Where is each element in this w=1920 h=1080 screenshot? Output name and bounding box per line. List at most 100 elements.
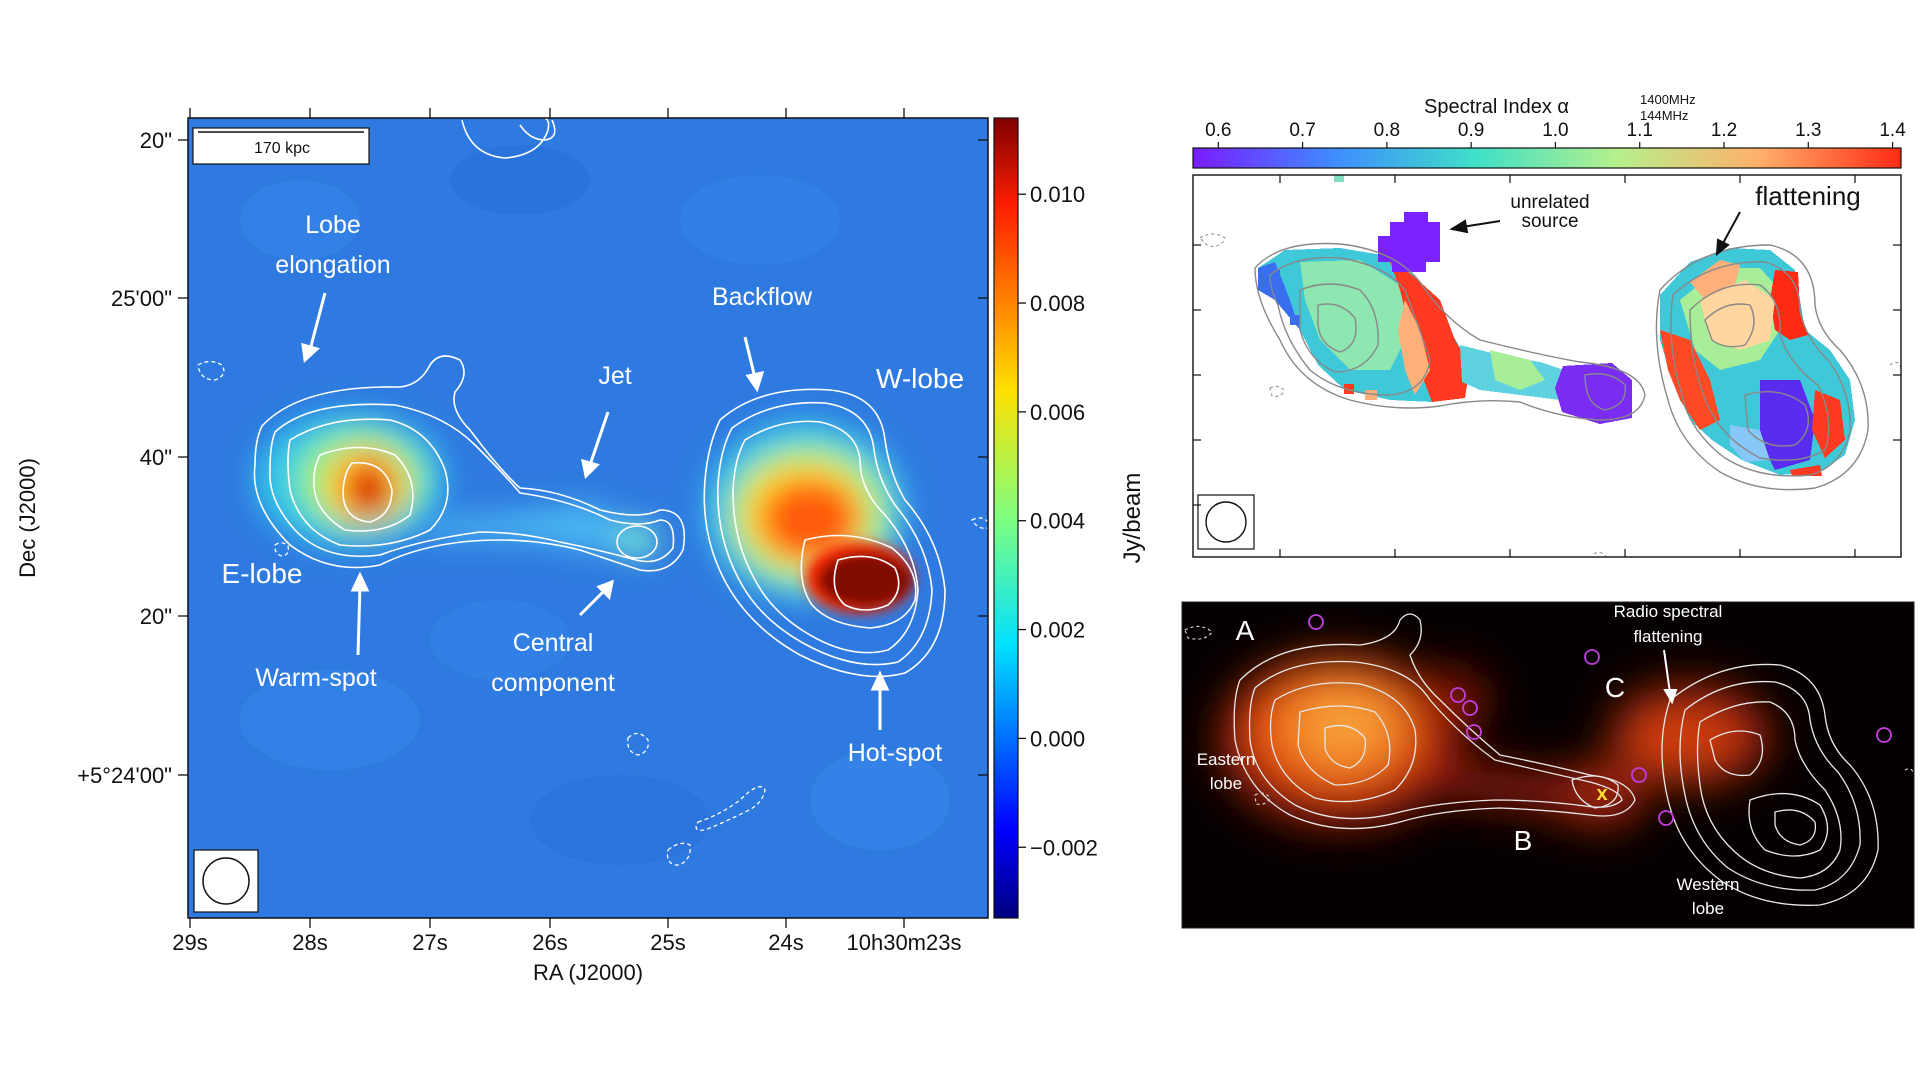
annot-unrelated-source-l1: unrelated [1510,192,1589,213]
spectral-colorbar-ticks: 0.6 0.7 0.8 0.9 1.0 1.1 1.2 1.3 1.4 [1205,120,1906,148]
intensity-colorbar-tick-label: 0.002 [1030,618,1085,643]
spectral-colorbar-tick-label: 1.2 [1711,120,1737,141]
noise-texture [240,145,950,865]
spectral-colorbar-tick-label: 1.0 [1542,120,1568,141]
intensity-colorbar-tick-label: 0.000 [1030,726,1085,751]
annot-unrelated-source-l2: source [1521,211,1578,232]
annot-western-lobe: Western lobe [1677,875,1740,918]
intensity-colorbar-tick-label: 0.004 [1030,509,1085,534]
spectral-colorbar-sub: 144MHz [1640,108,1688,123]
x-tick-23s: 10h30m23s [847,930,962,955]
xray-arrows [1663,649,1678,705]
jet-emission [430,504,659,558]
annot-warm-spot-l1: Warm-spot [255,664,376,692]
intensity-colorbar-tick-label: 0.008 [1030,291,1085,316]
x-tick-26s: 26s [532,930,567,955]
annot-western-lobe-l2: lobe [1692,899,1724,918]
x-tick-24s: 24s [768,930,803,955]
spectral-image [1193,175,1901,557]
spectral-colorbar-tick-label: 1.1 [1627,120,1653,141]
intensity-colorbar-tick-label: 0.010 [1030,182,1085,207]
intensity-contours [253,118,946,678]
panel-intensity-map: 170 kpc Lobe elongation Jet Backflow W-lo… [15,108,1146,985]
spectral-arrows [1449,211,1741,257]
intensity-annotations: Lobe elongation Jet Backflow W-lobe E-lob… [222,211,965,767]
annot-radio-flattening-l1: Radio spectral [1614,602,1723,621]
annot-jet-l1: Jet [598,362,631,390]
spectral-colorbar-tick-label: 0.9 [1458,120,1484,141]
spectral-beam-indicator [1197,494,1255,550]
intensity-colorbar: 0.010 0.008 0.006 0.004 0.002 0.000 −0.002 Jy/… [993,117,1146,919]
xray-contours [1233,613,1879,906]
intensity-map-frame [187,117,989,919]
annot-lobe-elongation-l1: Lobe [305,211,361,239]
xray-image [1182,602,1914,928]
annot-radio-spectral-flattening: Radio spectral flattening [1614,602,1723,646]
intensity-colorbar-tick-label: −0.002 [1030,835,1098,860]
xray-annotations: A B C Eastern lobe Western lobe Radio spec… [1197,602,1740,918]
e-lobe-emission [255,412,445,548]
spectral-colorbar-tick-label: 1.3 [1795,120,1821,141]
intensity-colorbar-tick-label: 0.006 [1030,400,1085,425]
annot-central-component: Central component [491,629,615,697]
beam-indicator [193,849,259,913]
spectral-colorbar-tick-label: 0.8 [1374,120,1400,141]
intensity-y-tick-labels: 20" 25'00" 40" 20" +5°24'00" [77,128,172,788]
annot-w-lobe-l1: W-lobe [876,363,964,394]
spectral-colorbar-sup: 1400MHz [1640,92,1696,107]
x-tick-25s: 25s [650,930,685,955]
scale-bar: 170 kpc [192,127,370,165]
annot-central-component-l2: component [491,669,615,697]
negative-contours [197,360,988,866]
spectral-annotations: unrelated source flattening [1510,181,1860,232]
annot-e-lobe-l1: E-lobe [222,558,303,589]
x-tick-28s: 28s [292,930,327,955]
annot-flattening: flattening [1755,181,1861,211]
intensity-y-axis [178,139,988,776]
panel-xray-overlay: A B C Eastern lobe Western lobe Radio spec… [1181,601,1915,929]
annot-hot-spot-l1: Hot-spot [848,739,943,767]
annot-backflow: Backflow [712,283,813,311]
spectral-colorbar-tick-label: 0.7 [1289,120,1315,141]
annot-western-lobe-l1: Western [1677,875,1740,894]
intensity-x-axis [189,108,905,928]
intensity-image: 170 kpc [188,118,988,918]
intensity-arrows [301,292,890,730]
intensity-x-tick-labels: 29s 28s 27s 26s 25s 24s 10h30m23s [172,930,961,955]
annot-c: C [1605,672,1625,703]
annot-b: B [1514,825,1533,856]
y-tick-40: 40" [140,445,172,470]
spectral-map-frame [1192,174,1902,558]
xray-circle-markers [1308,614,1892,826]
spectral-frame-ticks [1193,175,1901,557]
annot-lobe-elongation: Lobe elongation [275,211,390,279]
annot-central-component-l1: Central [513,629,594,657]
scale-bar-label: 170 kpc [254,140,310,157]
annot-lobe-elongation-l2: elongation [275,251,390,279]
intensity-y-label: Dec (J2000) [15,458,40,578]
annot-flattening-l1: flattening [1755,181,1861,211]
intensity-colorbar-label: Jy/beam [1119,473,1146,564]
annot-c-l1: C [1605,672,1625,703]
x-tick-27s: 27s [412,930,447,955]
y-tick-20-bottom: 20" [140,604,172,629]
y-tick-25-00: 25'00" [111,286,172,311]
panel-spectral-index: Spectral Index α 1400MHz 144MHz 0.6 0.7 0.… [1192,92,1906,558]
annot-e-lobe: E-lobe [222,558,303,589]
annot-warm-spot: Warm-spot [255,664,376,692]
intensity-colorbar-ticks: 0.010 0.008 0.006 0.004 0.002 0.000 −0.002 [1018,182,1098,860]
spectral-colorbar-tick-label: 1.4 [1879,120,1906,141]
annot-eastern-lobe-l1: Eastern [1197,750,1256,769]
annot-x-marker-l1: x [1596,783,1607,805]
annot-x-marker: x [1596,783,1607,805]
spectral-colorbar-title-main: Spectral Index α [1424,96,1569,118]
spectral-bridge [1460,345,1632,424]
intensity-x-label: RA (J2000) [533,960,643,985]
spectral-colorbar-title: Spectral Index α [1424,96,1569,118]
xray-negative-contours [1184,625,1914,805]
annot-hot-spot: Hot-spot [848,739,943,767]
spectral-colorbar [1192,147,1902,169]
annot-radio-flattening-l2: flattening [1634,627,1703,646]
annot-unrelated-source: unrelated source [1510,192,1589,232]
xray-map-frame [1181,601,1915,929]
